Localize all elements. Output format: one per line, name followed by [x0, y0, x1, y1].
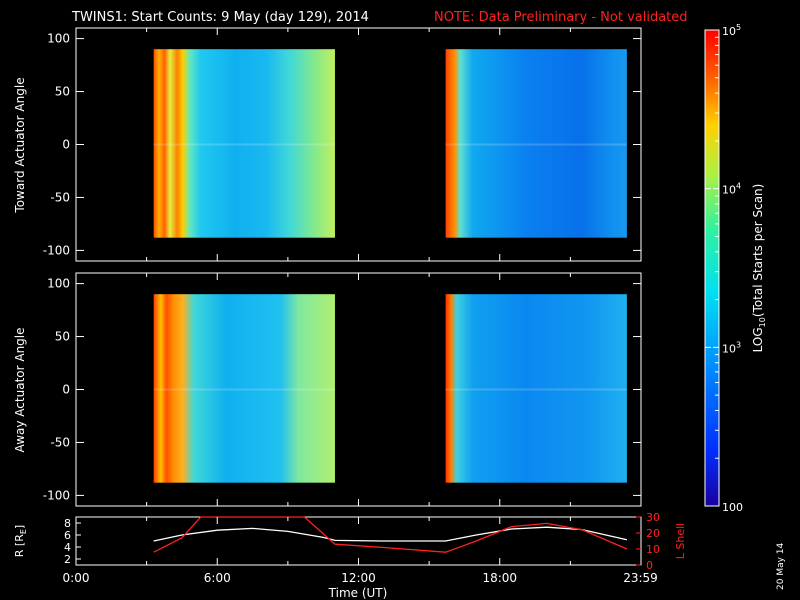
date-stamp: 20 May 14 — [776, 542, 786, 590]
away-heatmap-data — [153, 294, 627, 483]
ytick-label: -50 — [50, 435, 70, 449]
orbit-series-2 — [153, 516, 628, 553]
ytick-label: 0 — [62, 138, 70, 152]
zero-angle-stripe — [153, 143, 335, 146]
xtick-label: 23:59 — [623, 571, 658, 585]
zero-angle-stripe — [445, 388, 627, 391]
ytick-label: 50 — [55, 330, 70, 344]
chart-title: TWINS1: Start Counts: 9 May (day 129), 2… — [71, 10, 369, 25]
ytick-label: -50 — [50, 190, 70, 204]
ytick-label: -100 — [43, 488, 70, 502]
heatmap-block-2 — [445, 49, 627, 238]
colorbar-tick-label: 104 — [722, 182, 741, 197]
heatmap-block-2 — [445, 294, 627, 483]
zero-angle-stripe — [153, 388, 335, 391]
orbit-series-1 — [153, 526, 628, 542]
colorbar-tick-label: 105 — [722, 23, 741, 38]
chart-note: NOTE: Data Preliminary - Not validated — [434, 10, 688, 25]
orbit-left-tick-label: 6 — [64, 529, 71, 542]
orbit-right-tick-label: 30 — [646, 511, 660, 524]
heatmap-block-1 — [153, 294, 335, 483]
orbit-right-tick-label: 20 — [646, 527, 660, 540]
orbit-left-ylabel: R [RE] — [13, 525, 28, 557]
orbit-left-tick-label: 8 — [64, 517, 71, 530]
toward-actuator-panel: -100 -50 0 50 100 Toward Actuator Angle — [13, 27, 642, 262]
orbit-xlabel: Time (UT) — [328, 586, 388, 600]
orbit-left-tick-label: 2 — [64, 553, 71, 566]
heatmap-block-1 — [153, 49, 335, 238]
colorbar-label: LOG10(Total Starts per Scan) — [751, 184, 767, 353]
orbit-left-tick-label: 4 — [64, 541, 71, 554]
xtick-label: 0:00 — [63, 571, 90, 585]
away-actuator-panel: -100 -50 0 50 100 Away Actuator Angle — [13, 272, 642, 507]
orbit-right-ylabel: L Shell — [674, 523, 687, 559]
orbit-right-tick-label: 0 — [646, 559, 653, 572]
orbit-right-tick-label: 10 — [646, 543, 660, 556]
colorbar: 105 104 103 100 LOG10(Total Starts per Scan… — [704, 23, 767, 514]
colorbar-tick-label: 103 — [722, 340, 741, 355]
xtick-label: 18:00 — [482, 571, 517, 585]
xtick-label: 6:00 — [204, 571, 231, 585]
ytick-label: 0 — [62, 383, 70, 397]
ytick-label: 100 — [47, 277, 70, 291]
xtick-label: 12:00 — [341, 571, 376, 585]
colorbar-tick-label: 100 — [722, 501, 743, 514]
ytick-label: -100 — [43, 243, 70, 257]
colorbar-gradient — [705, 30, 719, 506]
zero-angle-stripe — [445, 143, 627, 146]
panel2-ylabel: Away Actuator Angle — [13, 327, 27, 452]
panel1-ylabel: Toward Actuator Angle — [13, 77, 27, 213]
ytick-label: 100 — [47, 32, 70, 46]
ytick-label: 50 — [55, 85, 70, 99]
toward-heatmap-data — [153, 49, 627, 238]
colorbar-frame — [704, 29, 720, 507]
